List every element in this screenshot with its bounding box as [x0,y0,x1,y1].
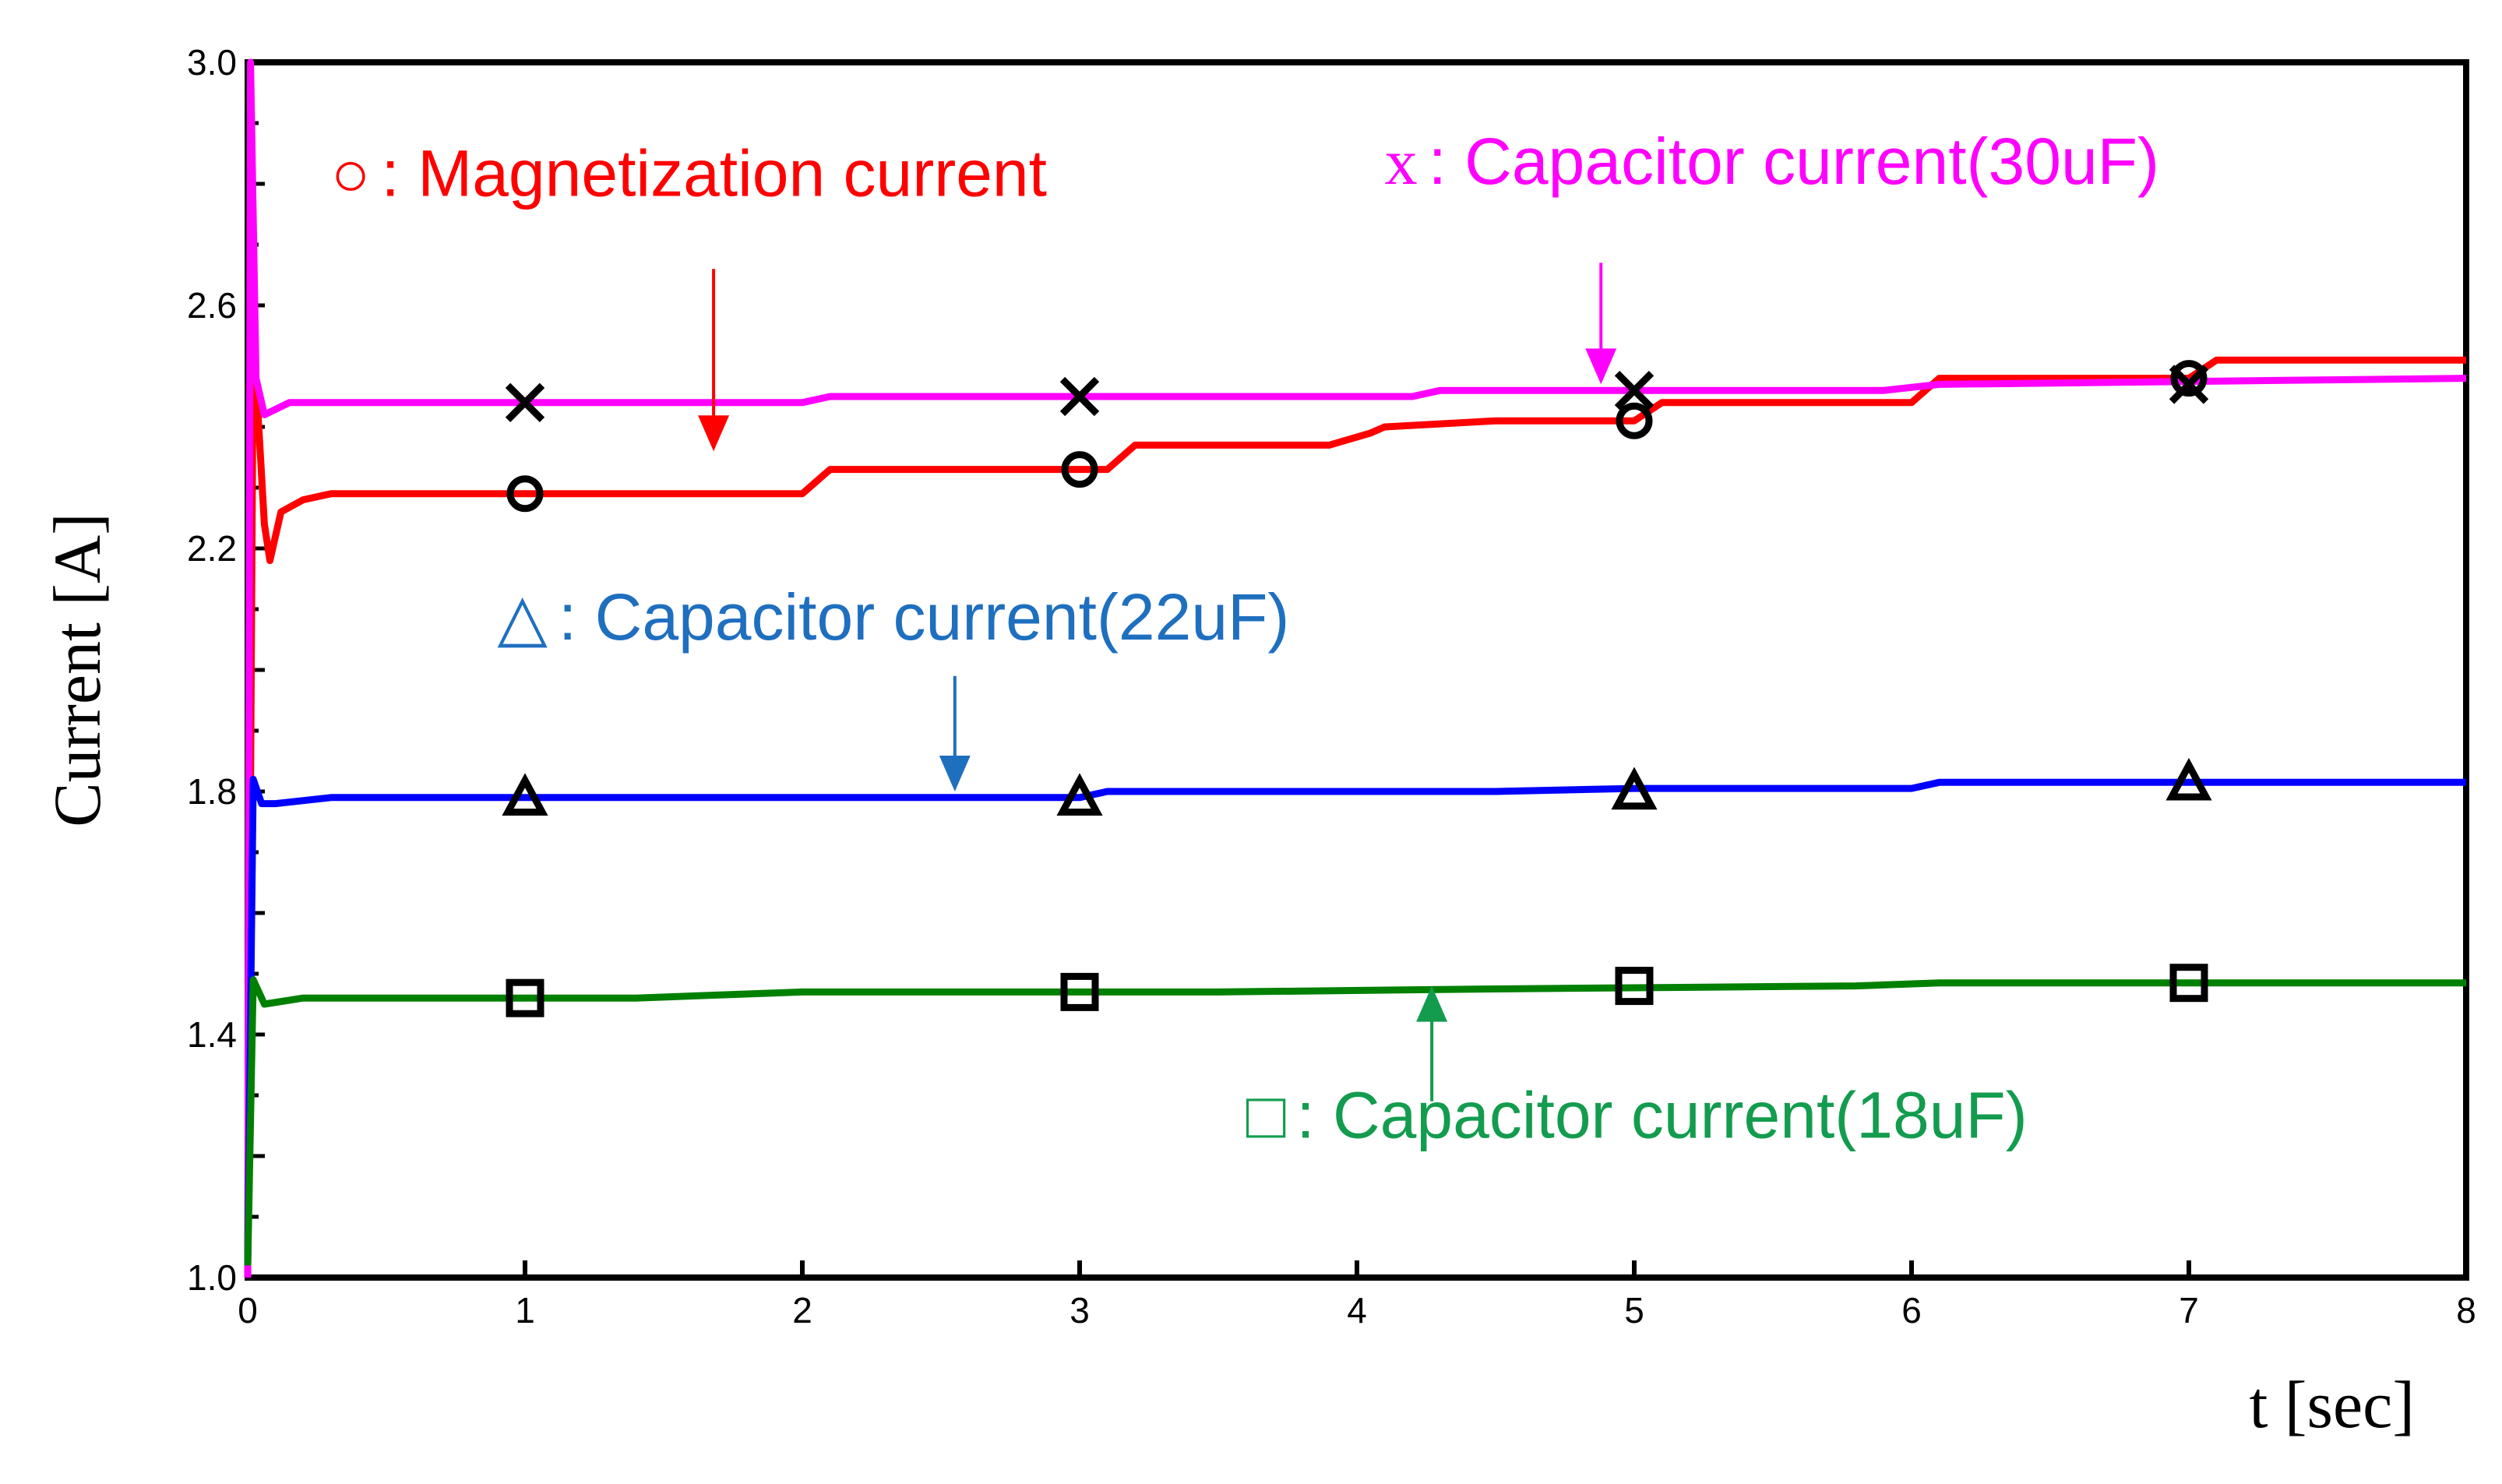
x-tick-label: 5 [1624,1290,1644,1331]
annotation-cap30: x: Capacitor current(30uF) [1385,125,2159,199]
x-tick-label: 7 [2179,1290,2199,1331]
annotation-cap22: △: Capacitor current(22uF) [497,580,1289,654]
y-tick-label: 1.0 [187,1257,237,1298]
marker-cap18 [1615,967,1654,1006]
marker-cap30 [2169,365,2209,404]
marker-cap18 [2169,964,2208,1003]
annotation-symbol: x [1385,126,1418,199]
marker-cap22 [2165,757,2212,801]
x-axis-label: t [sec] [2250,1367,2415,1442]
annotation-cap18: □: Capacitor current(18uF) [1246,1079,2028,1152]
annotation-arrow-cap22 [939,675,971,791]
y-axis-label: Current [A] [40,513,115,827]
x-tick-label: 1 [515,1290,535,1331]
marker-cap22 [502,773,548,816]
annotation-symbol: ○ [331,137,371,210]
annotation-text: : Capacitor current(18uF) [1296,1079,2027,1152]
y-tick-label: 1.8 [187,771,237,812]
annotation-text: : Magnetization current [382,137,1047,210]
annotation-arrow-cap18 [1416,985,1448,1102]
series-line-cap22 [244,775,2466,1266]
x-tick-label: 8 [2456,1290,2476,1331]
y-tick-label: 2.2 [187,528,237,569]
annotation-arrow-cap30 [1585,263,1617,385]
annotation-arrow-magnetization [698,269,730,452]
annotation-symbol: □ [1246,1079,1286,1152]
marker-magnetization [1616,402,1653,439]
annotation-magnetization: ○: Magnetization current [331,137,1047,210]
series-line-cap18 [244,976,2466,1266]
marker-cap30 [1059,376,1100,417]
annotation-symbol: △ [497,580,548,654]
y-tick-label: 3.0 [187,42,237,83]
marker-cap22 [1611,767,1658,810]
marker-magnetization [2170,360,2208,397]
marker-cap22 [1056,773,1103,816]
marker-magnetization [506,475,544,513]
marker-cap18 [1060,972,1099,1011]
series-line-cap30 [244,58,2467,1278]
marker-cap30 [505,382,545,422]
y-tick-label: 1.4 [187,1014,237,1055]
y-tick-label: 2.6 [187,285,237,326]
x-tick-label: 3 [1070,1290,1090,1331]
x-tick-label: 2 [792,1290,812,1331]
marker-cap30 [1614,371,1654,411]
series-line-magnetization [244,332,2466,1266]
marker-magnetization [1061,451,1098,488]
annotation-text: : Capacitor current(30uF) [1429,125,2159,198]
x-tick-label: 0 [238,1290,258,1331]
x-tick-label: 4 [1347,1290,1367,1331]
marker-cap18 [506,978,544,1017]
annotation-text: : Capacitor current(22uF) [559,580,1289,654]
x-tick-label: 6 [1901,1290,1922,1331]
